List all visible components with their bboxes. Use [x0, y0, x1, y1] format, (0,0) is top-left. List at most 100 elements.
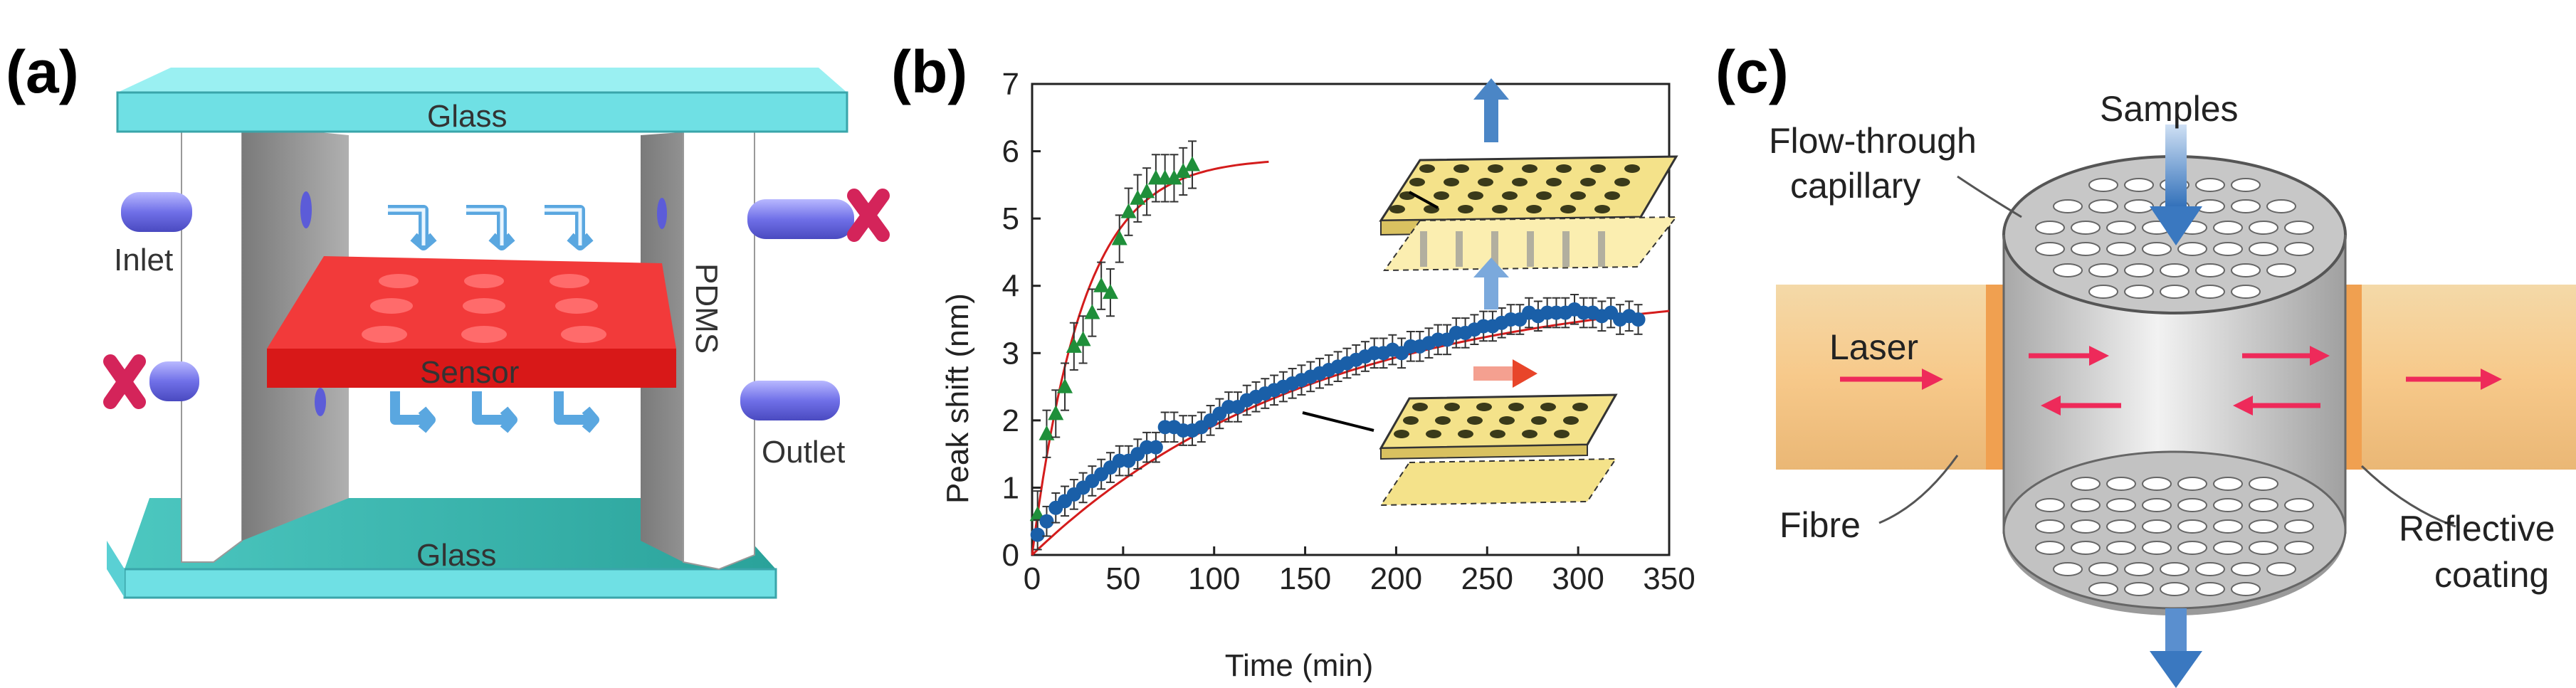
inset-hole — [1499, 416, 1515, 425]
right-upper-pipe — [747, 199, 854, 239]
inset-hole — [1453, 164, 1469, 173]
inset-flow-over-plates — [1379, 393, 1618, 507]
inset-bottom-holes — [1394, 403, 1588, 438]
capillary-top-holes — [2035, 178, 2314, 299]
y-tick-label: 4 — [1002, 269, 1019, 304]
data-point — [1120, 203, 1137, 218]
sensor-plate — [267, 256, 676, 388]
capillary-hole — [2249, 541, 2278, 555]
flow-arrows-bottom-icon — [390, 391, 599, 433]
capillary-hole — [2195, 178, 2225, 192]
inset-hole — [1554, 430, 1570, 438]
capillary-hole — [2231, 285, 2261, 299]
y-tick-label: 3 — [1002, 336, 1019, 371]
inset-bottom-pointer-line — [1302, 411, 1374, 432]
capillary-hole — [2088, 562, 2118, 576]
inset-hole — [1490, 430, 1505, 438]
x-tick-label: 200 — [1370, 561, 1422, 596]
pdms-label: PDMS — [689, 263, 724, 354]
capillary-hole — [2284, 541, 2314, 555]
capillary-hole — [2142, 541, 2172, 555]
panel-a-letter: (a) — [6, 38, 79, 105]
capillary-hole — [2071, 498, 2101, 512]
y-tick-label: 7 — [1002, 67, 1019, 102]
y-tick-label: 6 — [1002, 134, 1019, 169]
capillary-hole — [2053, 263, 2083, 277]
outlet-label: Outlet — [762, 435, 845, 470]
capillary-hole — [2249, 477, 2278, 491]
capillary-hole — [2249, 498, 2278, 512]
capillary-hole — [2106, 541, 2136, 555]
capillary-hole — [2160, 263, 2189, 277]
data-point — [1093, 277, 1110, 292]
outlet-pipe — [740, 381, 840, 420]
inset-hole — [1488, 164, 1503, 173]
inset-hole — [1478, 178, 1493, 186]
capillary-hole — [2106, 242, 2136, 256]
panel-c-letter: (c) — [1715, 38, 1789, 105]
inset-top-pointer-line — [1409, 191, 1439, 209]
flow-through-label-line1: Flow-through — [1769, 121, 1977, 161]
reflective-label-line1: Reflective — [2399, 509, 2555, 549]
capillary-hole — [2195, 263, 2225, 277]
data-point — [1075, 331, 1091, 346]
data-point — [1048, 405, 1064, 420]
inset-hole — [1572, 403, 1588, 411]
inset-hole — [1444, 178, 1459, 186]
capillary-hole — [2231, 263, 2261, 277]
y-tick-label: 0 — [1002, 538, 1019, 573]
data-point — [1148, 440, 1163, 455]
left-lower-pipe — [149, 361, 199, 401]
data-point — [1166, 169, 1182, 185]
right-wall-port — [657, 198, 667, 229]
inset-hole — [1570, 191, 1586, 200]
inset-hole — [1563, 416, 1579, 425]
capillary-hole — [2142, 242, 2172, 256]
panel-a-flow-cell-diagram: (a) Glass Glass — [0, 0, 904, 688]
capillary-hole — [2124, 562, 2154, 576]
data-point — [1175, 162, 1192, 178]
capillary-hole — [2195, 562, 2225, 576]
data-point — [1111, 230, 1127, 245]
left-wall-port-top — [300, 191, 312, 228]
capillary-hole — [2088, 582, 2118, 596]
x-tick-label: 50 — [1105, 561, 1140, 596]
capillary-hole — [2177, 242, 2207, 256]
capillary-hole — [2284, 498, 2314, 512]
capillary-hole — [2284, 242, 2314, 256]
inset-hole — [1526, 205, 1542, 213]
capillary-hole — [2213, 477, 2243, 491]
inset-hole — [1556, 164, 1572, 173]
capillary-hole — [2142, 519, 2172, 534]
x-tick-label: 250 — [1461, 561, 1513, 596]
capillary-hole — [2177, 498, 2207, 512]
capillary-hole — [2160, 582, 2189, 596]
capillary-hole — [2035, 498, 2065, 512]
peak-shift-chart-svg: (b) 0 50 100 150 200 250 300 350 0 1 2 3 4 5 6 7 — [891, 38, 1696, 683]
data-point — [1066, 337, 1082, 353]
capillary-hole — [2249, 242, 2278, 256]
capillary-hole — [2124, 199, 2154, 213]
inset-hole — [1536, 191, 1552, 200]
chart-series — [1029, 140, 1646, 551]
data-point — [1139, 183, 1155, 199]
chart-xlabel: Time (min) — [1225, 648, 1374, 683]
capillary-hole — [2035, 242, 2065, 256]
inset-hole — [1594, 205, 1610, 213]
data-point — [1102, 284, 1118, 300]
samples-label: Samples — [2100, 89, 2239, 129]
laser-arrows-icon — [1840, 346, 2502, 416]
capillary-hole — [2160, 562, 2189, 576]
samples-in-arrow-icon — [2150, 125, 2202, 245]
glass-top-label: Glass — [427, 99, 507, 134]
panel-a-svg: (a) Glass Glass — [6, 38, 890, 599]
inset-hole — [1546, 178, 1562, 186]
inset-hole — [1468, 191, 1483, 200]
data-point — [1057, 378, 1073, 393]
inset-hole — [1512, 178, 1528, 186]
x-tick-label: 0 — [1024, 561, 1041, 596]
capillary-hole — [2071, 477, 2101, 491]
capillary-hole — [2071, 541, 2101, 555]
reflective-label-line2: coating — [2434, 555, 2549, 595]
flow-arrows-top-highlight — [388, 208, 582, 245]
